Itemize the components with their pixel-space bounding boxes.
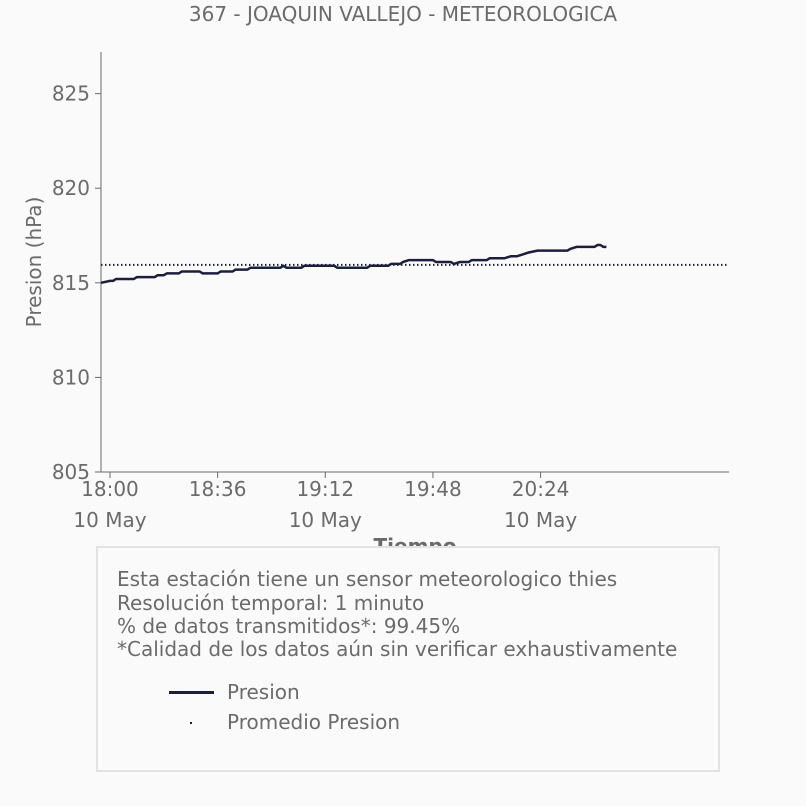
y-tick-label: 810 — [52, 365, 90, 389]
x-tick-label: 18:36 — [189, 477, 247, 501]
y-tick-label: 805 — [52, 460, 90, 484]
legend-swatch-presion — [169, 691, 214, 694]
x-tick-sublabel: 10 May — [73, 508, 146, 532]
y-tick-label: 820 — [52, 176, 90, 200]
info-line-sensor: Esta estación tiene un sensor meteorolog… — [117, 567, 618, 591]
x-tick-label: 19:48 — [404, 477, 462, 501]
series-presion — [100, 243, 607, 285]
info-line-data-transmitted: % de datos transmitidos*: 99.45% — [117, 614, 461, 638]
y-tick-label: 825 — [52, 82, 90, 106]
legend-label-promedio: Promedio Presion — [227, 710, 401, 734]
legend-label-presion: Presion — [227, 680, 300, 704]
info-line-resolution: Resolución temporal: 1 minuto — [117, 591, 425, 615]
x-tick-label: 19:12 — [296, 477, 354, 501]
info-box: Esta estación tiene un sensor meteorolog… — [96, 546, 720, 772]
x-tick-sublabel: 10 May — [504, 508, 577, 532]
x-tick-label: 20:24 — [512, 477, 570, 501]
y-tick-label: 815 — [52, 271, 90, 295]
y-axis-label: Presion (hPa) — [22, 197, 46, 328]
x-tick-label: 18:00 — [81, 477, 139, 501]
legend-swatch-promedio — [190, 722, 192, 724]
info-line-quality-note: *Calidad de los datos aún sin verificar … — [117, 637, 678, 661]
chart-title: 367 - JOAQUIN VALLEJO - METEOROLOGICA — [188, 2, 618, 26]
x-tick-sublabel: 10 May — [289, 508, 362, 532]
